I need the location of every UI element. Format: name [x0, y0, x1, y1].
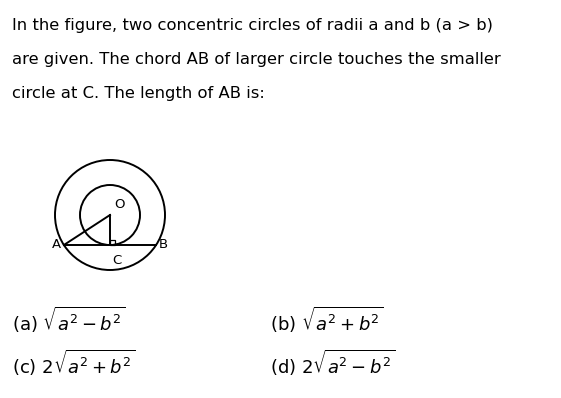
Text: are given. The chord AB of larger circle touches the smaller: are given. The chord AB of larger circle… — [12, 52, 501, 67]
Text: (d) $2\sqrt{a^2 - b^2}$: (d) $2\sqrt{a^2 - b^2}$ — [270, 348, 395, 378]
Text: C: C — [112, 254, 121, 267]
Bar — [110, 240, 115, 245]
Text: circle at C. The length of AB is:: circle at C. The length of AB is: — [12, 86, 265, 101]
Text: (a) $\sqrt{a^2 - b^2}$: (a) $\sqrt{a^2 - b^2}$ — [12, 305, 125, 335]
Text: A: A — [52, 238, 61, 252]
Text: In the figure, two concentric circles of radii a and b (a > b): In the figure, two concentric circles of… — [12, 18, 493, 33]
Text: O: O — [114, 198, 125, 211]
Text: (b) $\sqrt{a^2 + b^2}$: (b) $\sqrt{a^2 + b^2}$ — [270, 305, 384, 335]
Text: (c) $2\sqrt{a^2 + b^2}$: (c) $2\sqrt{a^2 + b^2}$ — [12, 348, 136, 378]
Text: B: B — [159, 238, 168, 252]
